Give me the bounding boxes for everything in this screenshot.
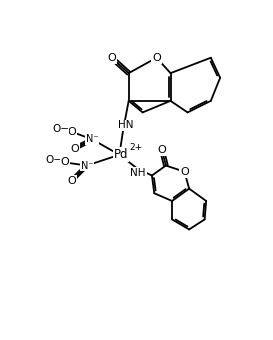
Text: O: O [158, 145, 166, 155]
Text: O−: O− [46, 155, 63, 165]
Text: O: O [180, 167, 189, 177]
Text: O: O [67, 176, 76, 186]
Text: O: O [152, 53, 161, 63]
Text: O−: O− [52, 124, 69, 134]
Text: O: O [107, 53, 116, 63]
Text: NH: NH [130, 168, 146, 178]
Text: O: O [67, 127, 76, 137]
Text: O: O [70, 143, 79, 154]
Text: N⁻: N⁻ [86, 134, 99, 144]
Text: HN: HN [118, 120, 133, 131]
Text: O: O [61, 157, 70, 168]
Text: Pd: Pd [114, 148, 128, 161]
Text: 2+: 2+ [129, 143, 143, 152]
Text: N⁻: N⁻ [81, 160, 93, 171]
